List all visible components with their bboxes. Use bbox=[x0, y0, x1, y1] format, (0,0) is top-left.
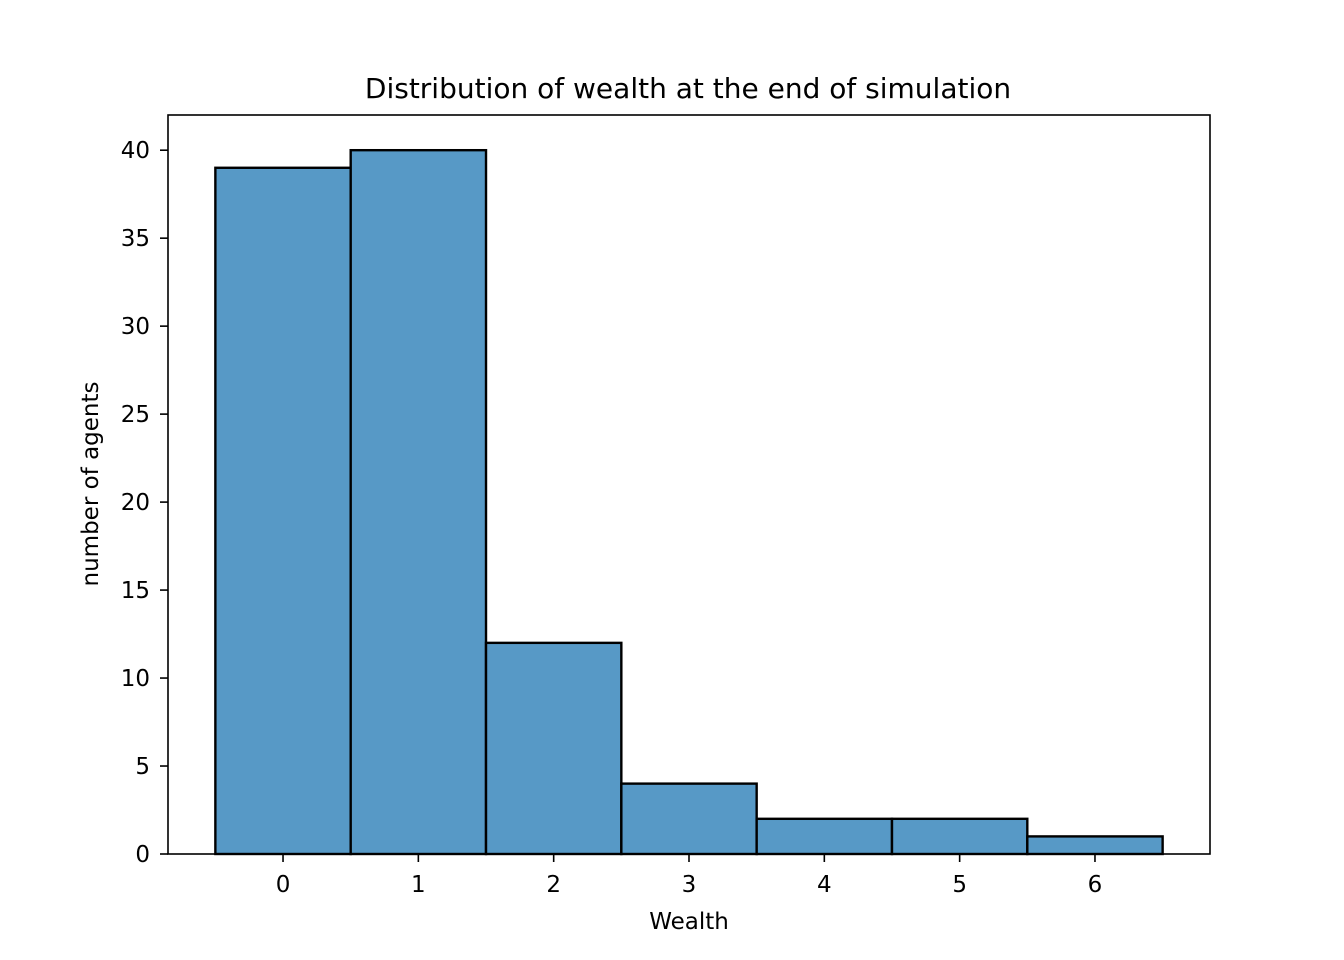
plot-area-frame bbox=[167, 114, 1211, 855]
histogram-bar-0 bbox=[214, 166, 352, 856]
histogram-bar-4 bbox=[755, 817, 894, 856]
x-tick-label: 6 bbox=[1088, 872, 1103, 898]
y-tick-label: 40 bbox=[121, 138, 150, 164]
y-tick-label: 15 bbox=[121, 578, 150, 604]
histogram-bar-5 bbox=[890, 817, 1029, 856]
y-tick-label: 35 bbox=[121, 226, 150, 252]
x-axis-label: Wealth bbox=[649, 909, 729, 935]
y-axis-ticks: 0 5 10 15 20 25 30 35 40 bbox=[121, 138, 168, 868]
x-axis-ticks: 0 1 2 3 4 5 6 bbox=[276, 854, 1103, 898]
x-tick-label: 1 bbox=[411, 872, 426, 898]
y-axis-label: number of agents bbox=[78, 382, 104, 587]
y-tick-label: 5 bbox=[135, 754, 150, 780]
y-tick-label: 10 bbox=[121, 666, 150, 692]
chart-title: Distribution of wealth at the end of sim… bbox=[365, 72, 1011, 105]
x-tick-label: 0 bbox=[276, 872, 291, 898]
y-tick-label: 30 bbox=[121, 314, 150, 340]
histogram-bar-1 bbox=[349, 148, 488, 856]
histogram-bar-2 bbox=[484, 641, 623, 856]
x-tick-label: 2 bbox=[546, 872, 561, 898]
y-tick-label: 0 bbox=[135, 842, 150, 868]
x-tick-label: 5 bbox=[952, 872, 967, 898]
x-tick-label: 4 bbox=[817, 872, 832, 898]
y-tick-label: 20 bbox=[121, 490, 150, 516]
histogram-bar-3 bbox=[620, 782, 758, 856]
y-tick-label: 25 bbox=[121, 402, 150, 428]
histogram-bar-6 bbox=[1026, 835, 1164, 856]
x-tick-label: 3 bbox=[682, 872, 697, 898]
bars-layer bbox=[214, 148, 1164, 856]
